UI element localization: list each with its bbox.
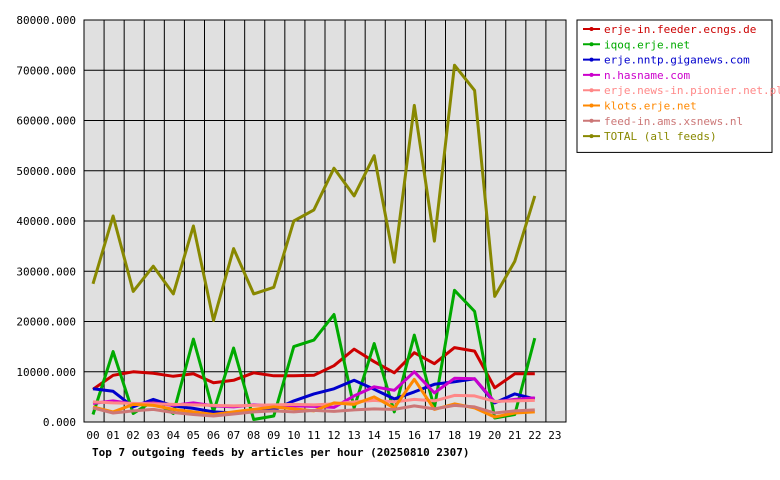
x-tick-label: 09: [267, 429, 280, 442]
x-tick-label: 23: [548, 429, 561, 442]
y-tick-label: 50000.000: [16, 165, 76, 178]
x-tick-label: 15: [388, 429, 401, 442]
x-tick-label: 22: [528, 429, 541, 442]
legend-label: klots.erje.net: [604, 100, 697, 113]
x-tick-label: 21: [508, 429, 521, 442]
x-tick-label: 07: [227, 429, 240, 442]
legend-label: erje.nntp.giganews.com: [604, 54, 750, 67]
x-tick-label: 12: [327, 429, 340, 442]
x-tick-label: 04: [167, 429, 181, 442]
x-tick-label: 01: [106, 429, 119, 442]
series-line-7: [92, 403, 535, 418]
x-tick-label: 02: [127, 429, 140, 442]
series-line-1: [92, 346, 535, 391]
legend-label: TOTAL (all feeds): [604, 130, 717, 143]
legend-marker: [589, 118, 594, 123]
x-tick-label: 11: [307, 429, 320, 442]
x-tick-label: 03: [147, 429, 160, 442]
x-tick-label: 17: [428, 429, 441, 442]
legend-marker: [589, 57, 594, 62]
legend-box: [576, 19, 773, 153]
chart-title: Top 7 outgoing feeds by articles per hou…: [92, 446, 470, 459]
legend: erje-in.feeder.ecngs.de iqoq.erje.net erje…: [576, 19, 780, 153]
y-tick-label: 60000.000: [16, 115, 76, 128]
x-tick-label: 05: [187, 429, 200, 442]
y-tick-label: 20000.000: [16, 316, 76, 329]
legend-marker: [589, 134, 594, 139]
plot-border: [83, 19, 567, 423]
y-tick-label: 70000.000: [16, 64, 76, 77]
series-line-5: [92, 393, 535, 408]
y-tick-label: 0.000: [43, 416, 76, 429]
x-tick-label: 08: [247, 429, 260, 442]
legend-marker: [589, 103, 594, 108]
series-layer: [91, 63, 537, 421]
x-tick-label: 19: [468, 429, 481, 442]
x-tick-label: 00: [86, 429, 99, 442]
y-tick-label: 30000.000: [16, 265, 76, 278]
series-line-8: [91, 63, 537, 322]
legend-label: erje.news-in.pionier.net.pl: [604, 84, 780, 97]
axes: 0.000 10000.000 20000.000 30000.000 40000.00…: [16, 14, 567, 442]
y-tick-label: 40000.000: [16, 215, 76, 228]
y-tick-label: 10000.000: [16, 366, 76, 379]
legend-label: n.hasname.com: [604, 69, 690, 82]
x-tick-label: 13: [347, 429, 360, 442]
legend-marker: [589, 72, 594, 77]
x-tick-label: 06: [207, 429, 220, 442]
x-tick-label: 16: [408, 429, 421, 442]
legend-marker: [589, 27, 594, 31]
x-tick-label: 10: [287, 429, 300, 442]
legend-label: feed-in.ams.xsnews.nl: [604, 115, 743, 128]
legend-marker: [589, 42, 594, 47]
legend-label: erje-in.feeder.ecngs.de: [604, 23, 756, 36]
x-tick-label: 14: [368, 429, 382, 442]
legend-label: iqoq.erje.net: [604, 38, 690, 51]
x-tick-label: 20: [488, 429, 501, 442]
legend-marker: [589, 88, 594, 93]
y-tick-label: 80000.000: [16, 14, 76, 27]
x-tick-label: 18: [448, 429, 461, 442]
